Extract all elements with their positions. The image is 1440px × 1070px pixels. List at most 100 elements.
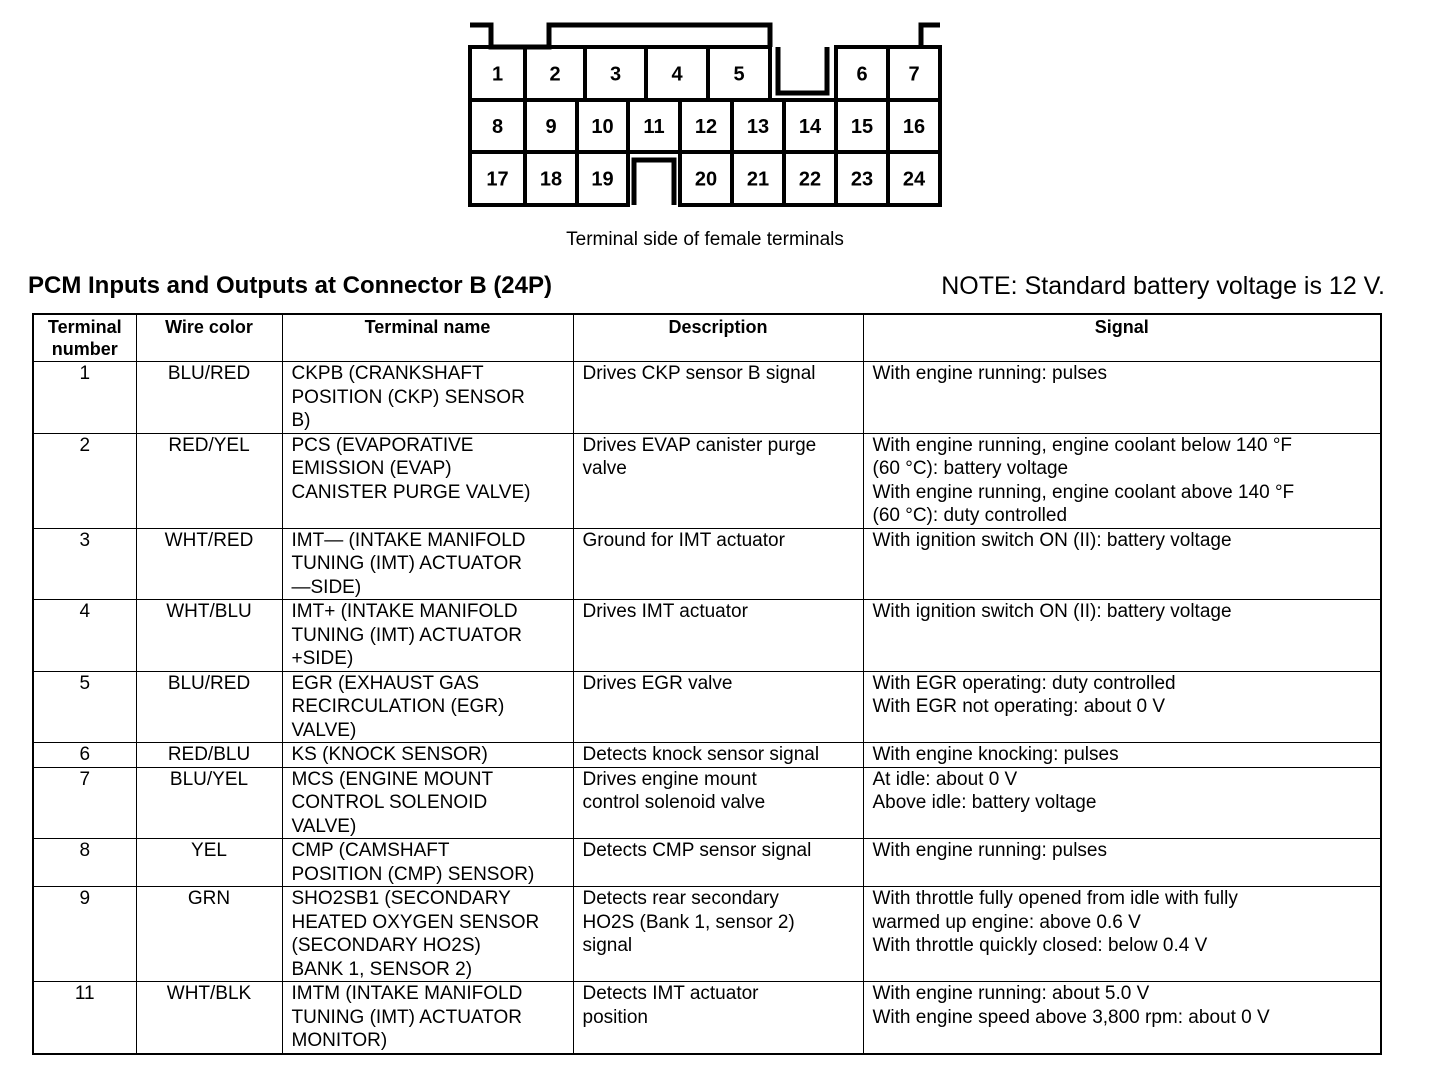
terminal-number: 8 xyxy=(32,838,137,887)
text-line: position xyxy=(582,1006,649,1028)
text-line: Drives EGR valve xyxy=(582,672,733,694)
description: Ground for IMT actuator xyxy=(572,527,864,600)
text-line: With engine running: pulses xyxy=(872,363,1107,384)
wire-color: YEL xyxy=(135,838,283,887)
table-row: 8 YEL CMP (CAMSHAFT POSITION (CMP) SENSOR) D… xyxy=(32,838,1382,887)
column-header: Wire color xyxy=(135,313,283,362)
text-line: TUNING (IMT) ACTUATOR xyxy=(291,1006,522,1028)
text-line: control solenoid valve xyxy=(582,792,766,813)
text-line: Detects IMT actuator xyxy=(582,983,759,1004)
terminal-number: 7 xyxy=(32,766,137,839)
text-line: (SECONDARY HO2S) xyxy=(291,935,481,956)
terminal-cell xyxy=(886,150,942,207)
terminal-number: 14 xyxy=(799,116,822,138)
terminal-name: IMT— (INTAKE MANIFOLD TUNING (IMT) ACTUAT… xyxy=(281,527,574,600)
terminal-number: 9 xyxy=(32,886,137,982)
column-header: Signal xyxy=(862,313,1382,362)
text-line: Above idle: battery voltage xyxy=(872,792,1097,813)
wire-color: WHT/RED xyxy=(135,527,283,600)
description: Drives CKP sensor B signal xyxy=(572,361,864,434)
terminal-number: 9 xyxy=(545,116,556,138)
terminal-number: 5 xyxy=(733,64,744,86)
text-line: (60 °C): duty controlled xyxy=(872,505,1068,526)
text-line: valve xyxy=(582,458,627,479)
terminal-name: EGR (EXHAUST GAS RECIRCULATION (EGR) VALVE… xyxy=(281,670,574,743)
text-line: With engine running: about 5.0 V xyxy=(872,983,1150,1004)
text-line: With throttle quickly closed: below 0.4 … xyxy=(872,935,1208,956)
text-line: With ignition switch ON (II): battery vo… xyxy=(872,529,1232,551)
terminal-cell xyxy=(730,150,786,207)
text-line: Drives EVAP canister purge xyxy=(582,434,817,456)
table-row: 1 BLU/RED CKPB (CRANKSHAFT POSITION (CKP) S… xyxy=(32,361,1382,434)
text-line: CANISTER PURGE VALVE) xyxy=(291,481,531,503)
text-line: HEATED OXYGEN SENSOR xyxy=(291,911,540,933)
signal: At idle: about 0 V Above idle: battery vo… xyxy=(862,766,1382,839)
wire-color: GRN xyxy=(135,886,283,982)
table-row: 6 RED/BLU KS (KNOCK SENSOR) Detects knock s… xyxy=(32,742,1382,768)
terminal-number: 20 xyxy=(695,169,717,191)
connector-outline xyxy=(470,22,940,96)
text-line: RECIRCULATION (EGR) xyxy=(291,696,505,717)
text-line: B) xyxy=(291,410,311,431)
text-line: SHO2SB1 (SECONDARY xyxy=(291,888,511,909)
connector-key-notch xyxy=(631,157,677,205)
terminal-number: 2 xyxy=(32,432,137,529)
text-line: EGR (EXHAUST GAS xyxy=(291,672,480,694)
text-line: TUNING (IMT) ACTUATOR xyxy=(291,624,522,646)
terminal-name: SHO2SB1 (SECONDARY HEATED OXYGEN SENSOR (S… xyxy=(281,886,574,982)
table-row: 3 WHT/RED IMT— (INTAKE MANIFOLD TUNING (IMT… xyxy=(32,527,1382,600)
signal: With engine running: pulses xyxy=(862,838,1382,887)
text-line: Drives engine mount xyxy=(582,768,757,790)
text-line: Drives CKP sensor B signal xyxy=(582,363,816,384)
description: Detects CMP sensor signal xyxy=(572,838,864,887)
text-line: (60 °C): battery voltage xyxy=(872,458,1069,479)
terminal-number: 6 xyxy=(32,742,137,768)
wire-color: WHT/BLK xyxy=(135,981,283,1054)
terminal-name: CMP (CAMSHAFT POSITION (CMP) SENSOR) xyxy=(281,838,574,887)
text-line: With engine running, engine coolant belo… xyxy=(872,434,1293,456)
description: Drives engine mount control solenoid valv… xyxy=(572,766,864,839)
terminal-number: 23 xyxy=(851,169,873,191)
terminal-cell xyxy=(468,150,527,207)
text-line: MCS (ENGINE MOUNT xyxy=(291,768,494,790)
text-line: At idle: about 0 V xyxy=(872,768,1018,790)
terminal-number: 11 xyxy=(643,116,664,138)
text-line: Detects knock sensor signal xyxy=(582,744,820,765)
note-text: NOTE: Standard battery voltage is 12 V. xyxy=(941,272,1385,300)
signal: With EGR operating: duty controlled With … xyxy=(862,670,1382,743)
text-line: Detects CMP sensor signal xyxy=(582,840,812,861)
terminal-number: 7 xyxy=(908,64,919,86)
terminal-number: 21 xyxy=(747,169,769,191)
description: Detects knock sensor signal xyxy=(572,742,864,768)
terminal-number: 17 xyxy=(486,169,508,191)
terminal-name: KS (KNOCK SENSOR) xyxy=(281,742,574,768)
terminal-number: 4 xyxy=(671,64,683,86)
terminal-number: 12 xyxy=(695,116,717,138)
text-line: With engine speed above 3,800 rpm: about… xyxy=(872,1006,1270,1028)
column-header: Terminal number xyxy=(32,313,137,362)
terminal-number: 13 xyxy=(747,116,769,138)
text-line: +SIDE) xyxy=(291,648,354,669)
text-line: PCS (EVAPORATIVE xyxy=(291,434,474,456)
text-line: CKPB (CRANKSHAFT xyxy=(291,363,484,384)
text-line: With engine knocking: pulses xyxy=(872,744,1119,765)
page-title: PCM Inputs and Outputs at Connector B (2… xyxy=(28,272,553,299)
table-row: 9 GRN SHO2SB1 (SECONDARY HEATED OXYGEN SENS… xyxy=(32,886,1382,982)
description: Drives EGR valve xyxy=(572,670,864,743)
text-line: EMISSION (EVAP) xyxy=(291,458,452,479)
text-line: With ignition switch ON (II): battery vo… xyxy=(872,601,1232,622)
text-line: With throttle fully opened from idle wit… xyxy=(872,888,1238,909)
text-line: —SIDE) xyxy=(291,576,362,598)
text-line: With EGR not operating: about 0 V xyxy=(872,696,1166,717)
wire-color: BLU/YEL xyxy=(135,766,283,839)
terminal-name: IMTM (INTAKE MANIFOLD TUNING (IMT) ACTUAT… xyxy=(281,981,574,1054)
description: Drives IMT actuator xyxy=(572,599,864,672)
text-line: With engine running, engine coolant abov… xyxy=(872,481,1295,503)
text-line: VALVE) xyxy=(291,719,357,741)
wire-color: WHT/BLU xyxy=(135,599,283,672)
terminal-cell xyxy=(575,150,630,207)
wire-color: BLU/RED xyxy=(135,670,283,743)
table-row: 4 WHT/BLU IMT+ (INTAKE MANIFOLD TUNING (IMT… xyxy=(32,599,1382,672)
text-line: POSITION (CMP) SENSOR) xyxy=(291,863,535,885)
